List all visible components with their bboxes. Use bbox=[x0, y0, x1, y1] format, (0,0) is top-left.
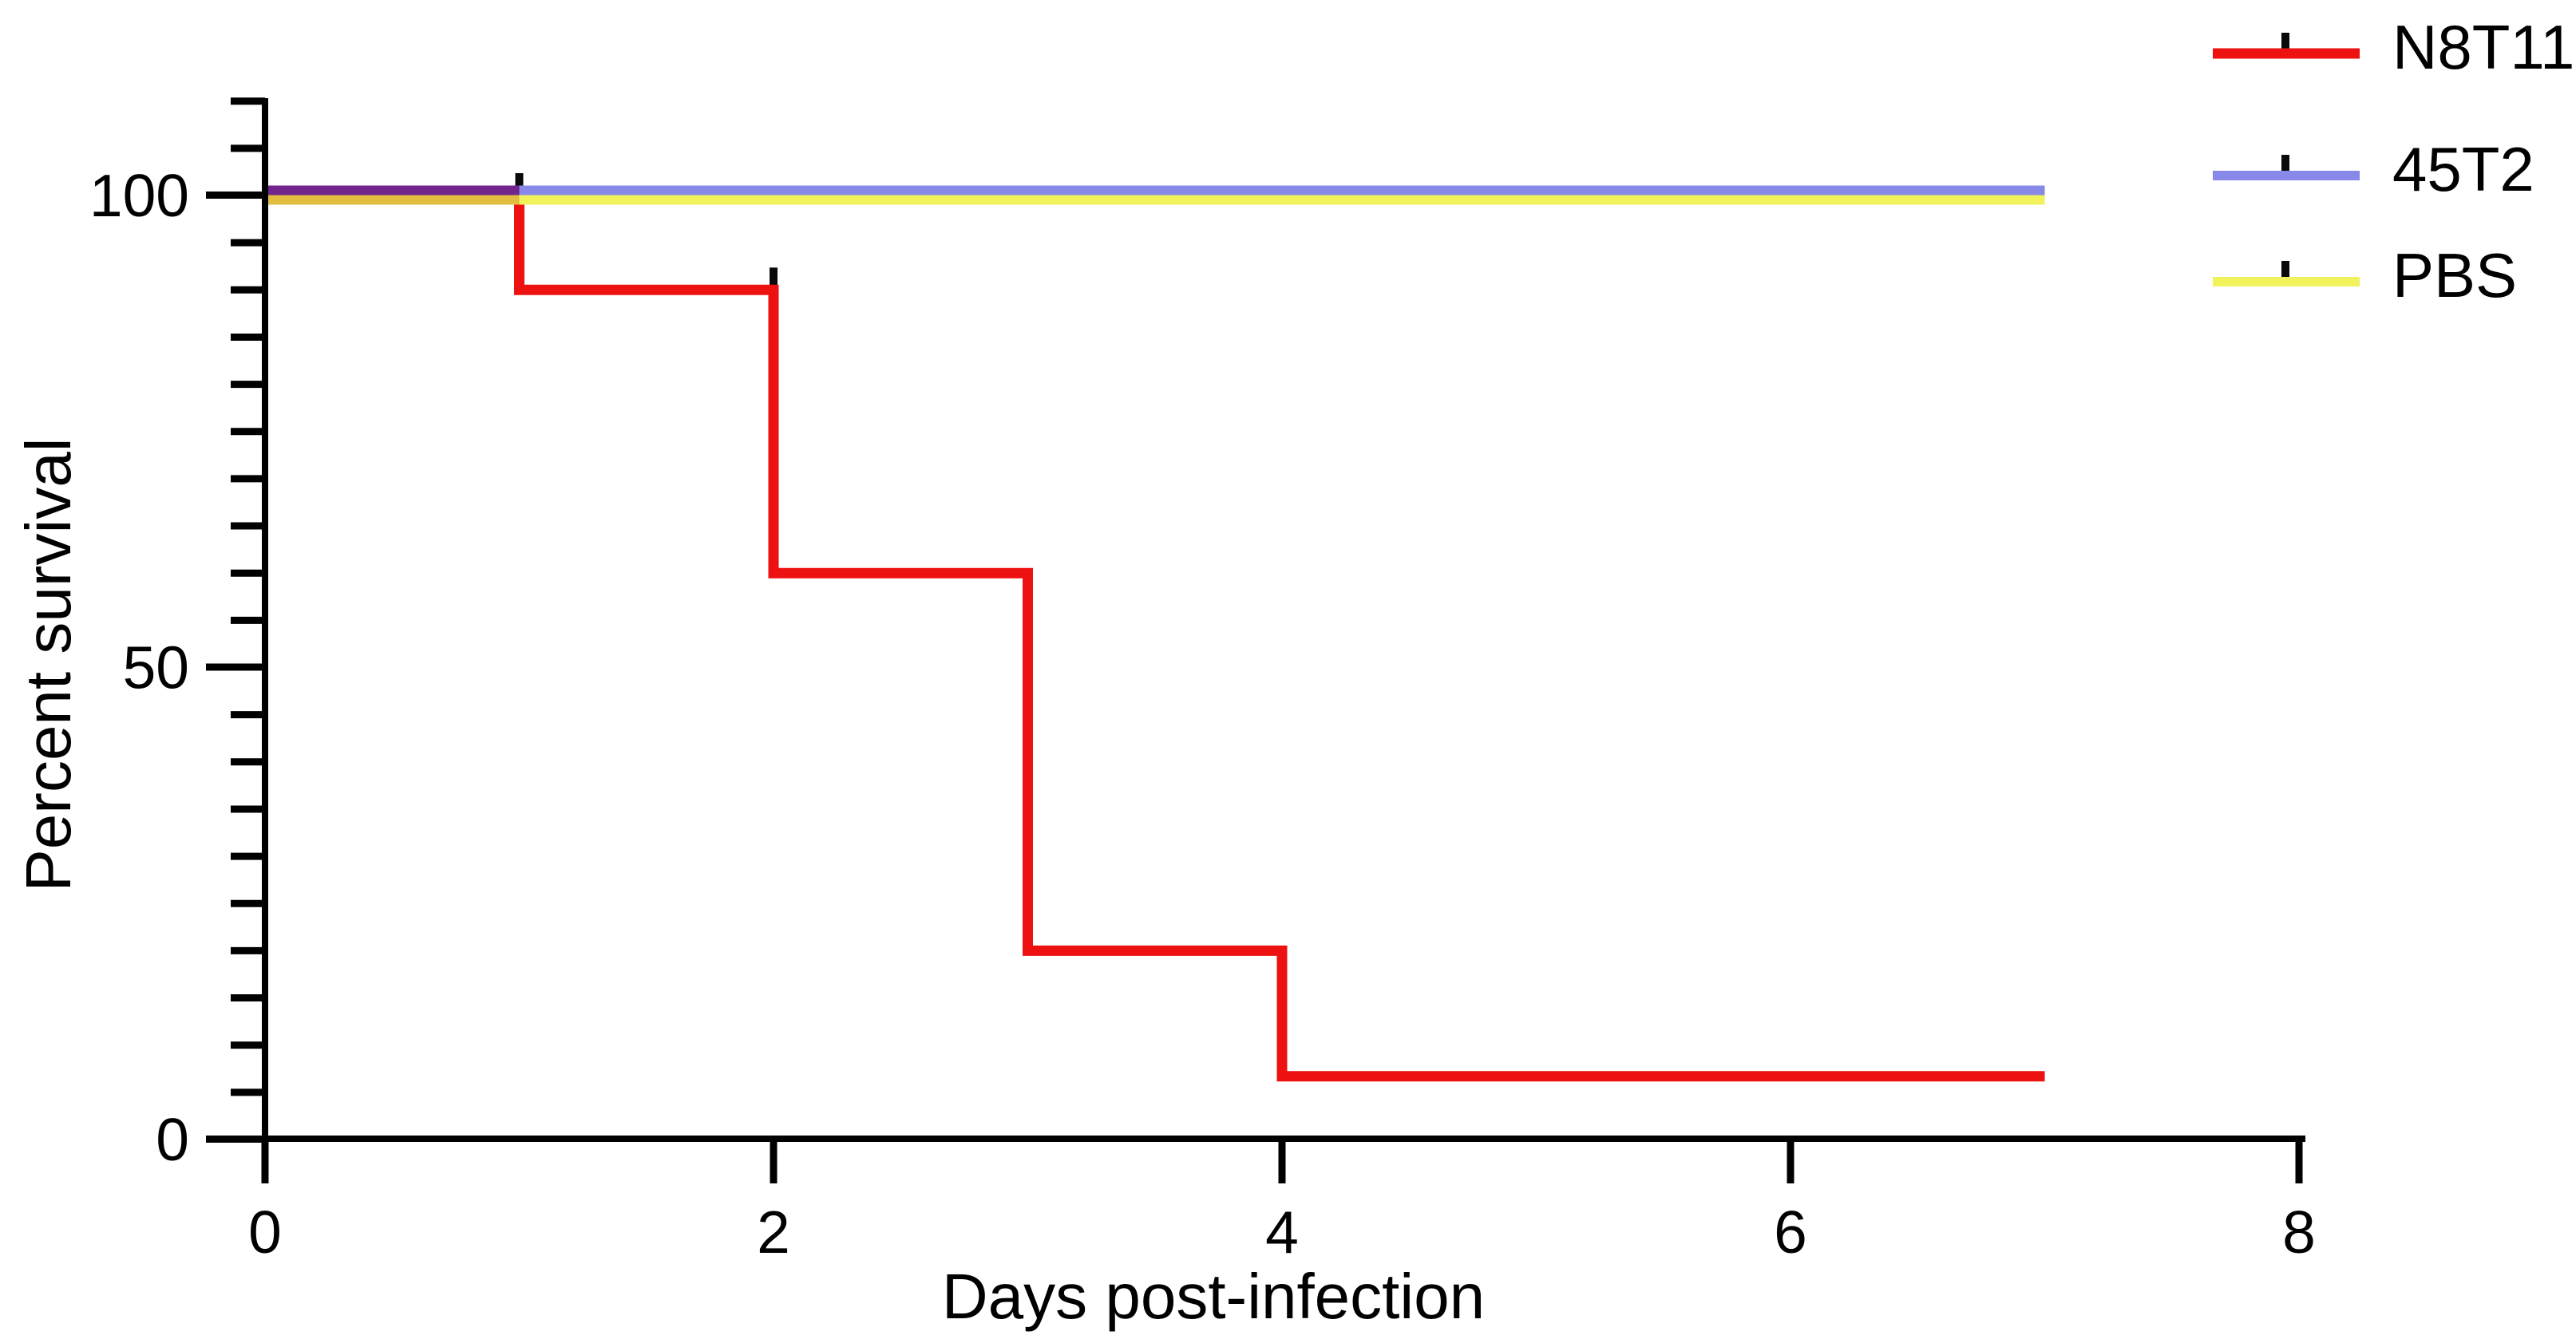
event-tick-mark bbox=[770, 267, 778, 294]
y-tick-label: 50 bbox=[123, 634, 189, 701]
y-tick-label: 0 bbox=[156, 1106, 189, 1173]
legend-event-tick bbox=[2281, 155, 2289, 177]
legend-event-tick bbox=[2281, 33, 2289, 55]
legend-label-pbs: PBS bbox=[2392, 240, 2517, 310]
legend: N8T11 45T2 PBS bbox=[2213, 12, 2574, 310]
legend-label-45t2: 45T2 bbox=[2392, 134, 2534, 204]
y-tick-label: 100 bbox=[89, 162, 189, 229]
x-tick-label: 0 bbox=[248, 1199, 282, 1266]
legend-event-tick bbox=[2281, 261, 2289, 283]
x-tick-label: 6 bbox=[1774, 1199, 1807, 1266]
x-tick-label: 8 bbox=[2282, 1199, 2316, 1266]
x-tick-label: 2 bbox=[757, 1199, 790, 1266]
y-axis-title: Percent survival bbox=[13, 437, 84, 891]
kaplan-meier-curve-n8t11 bbox=[265, 190, 2045, 1082]
legend-label-n8t11: N8T11 bbox=[2392, 12, 2574, 82]
plot-area: 0 50 100 0 2 4 6 8 bbox=[89, 97, 2316, 1266]
x-axis-title: Days post-infection bbox=[942, 1261, 1485, 1332]
x-tick-label: 4 bbox=[1265, 1199, 1299, 1266]
